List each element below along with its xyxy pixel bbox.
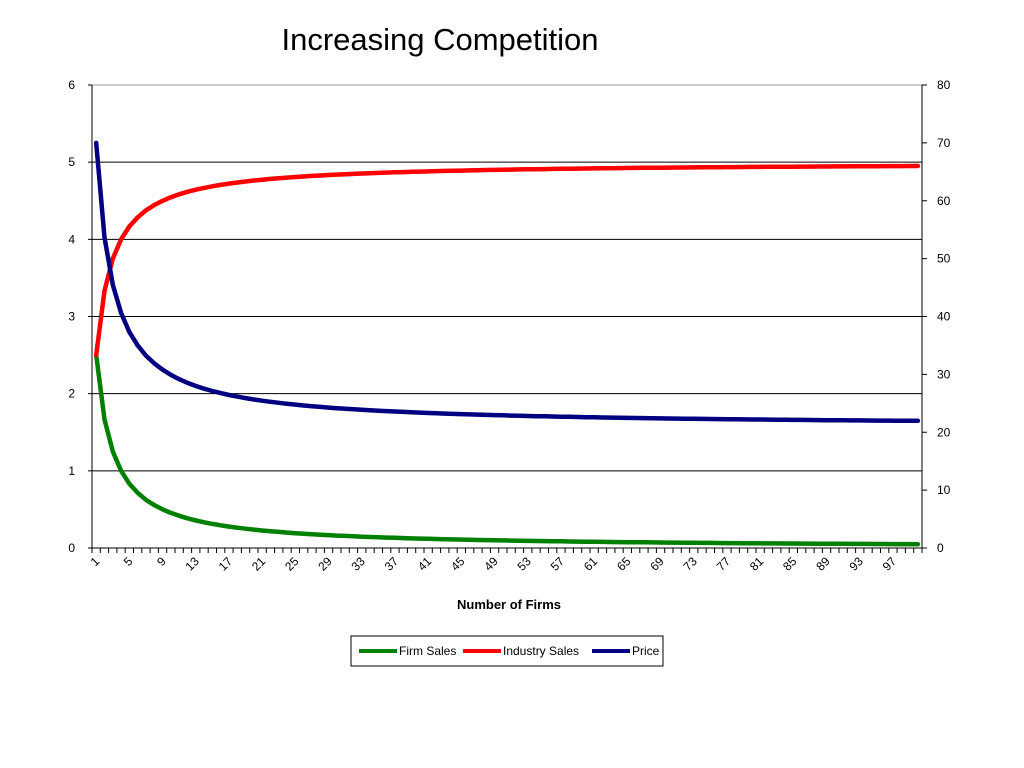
x-tick-label: 17	[216, 554, 236, 574]
x-tick-label: 21	[249, 554, 269, 574]
x-tick-label: 37	[382, 554, 402, 574]
series-lines	[93, 140, 921, 547]
x-tick-label: 5	[121, 554, 136, 569]
x-tick-label: 57	[548, 554, 568, 574]
x-tick-label: 61	[581, 554, 601, 574]
x-tick-label: 45	[448, 554, 468, 574]
y2-tick-label: 70	[937, 136, 951, 150]
x-axis-ticks: 1 5 9 13 17 21 25 29 33 37 41 45 49 53 57 61 65 69 73 77 81 8…	[88, 548, 923, 574]
left-axis-ticks: 0 1 2 3 4 5 6	[68, 78, 92, 555]
x-tick-label: 85	[780, 554, 800, 574]
y2-tick-label: 80	[937, 78, 951, 92]
legend-label: Industry Sales	[503, 644, 579, 658]
x-tick-label: 29	[315, 554, 335, 574]
x-tick-label: 41	[415, 554, 435, 574]
y-tick-label: 3	[68, 310, 75, 324]
y-tick-label: 6	[68, 78, 75, 92]
y2-tick-label: 40	[937, 310, 951, 324]
series-line-price	[93, 140, 921, 424]
y-tick-label: 2	[68, 387, 75, 401]
y-tick-label: 4	[68, 232, 75, 246]
y2-tick-label: 60	[937, 194, 951, 208]
x-tick-label: 73	[681, 554, 701, 574]
x-tick-label: 81	[747, 554, 767, 574]
x-axis-label: Number of Firms	[457, 597, 561, 612]
x-tick-label: 69	[647, 554, 667, 574]
x-tick-label: 9	[154, 554, 169, 569]
x-tick-label: 89	[813, 554, 833, 574]
y-tick-label: 5	[68, 155, 75, 169]
right-axis-ticks: 0 10 20 30 40 50 60 70 80	[922, 78, 951, 555]
x-tick-label: 53	[515, 554, 535, 574]
legend: Firm Sales Industry Sales Price	[350, 635, 664, 667]
chart-title: Increasing Competition	[281, 22, 599, 57]
y2-tick-label: 50	[937, 252, 951, 266]
x-tick-label: 65	[614, 554, 634, 574]
x-tick-label: 13	[183, 554, 203, 574]
y2-tick-label: 20	[937, 425, 951, 439]
y-tick-label: 1	[68, 464, 75, 478]
series-line-industry-sales	[93, 163, 921, 358]
x-tick-label: 77	[714, 554, 734, 574]
y2-tick-label: 10	[937, 483, 951, 497]
x-tick-label: 93	[847, 554, 867, 574]
legend-label: Firm Sales	[399, 644, 456, 658]
x-tick-label: 49	[481, 554, 501, 574]
x-tick-label: 1	[88, 554, 103, 569]
series-line-firm-sales	[93, 352, 921, 547]
legend-label: Price	[632, 644, 660, 658]
y2-tick-label: 30	[937, 367, 951, 381]
x-tick-label: 97	[880, 554, 900, 574]
x-tick-label: 25	[282, 554, 302, 574]
y-tick-label: 0	[68, 541, 75, 555]
gridlines	[92, 84, 922, 472]
y2-tick-label: 0	[937, 541, 944, 555]
x-tick-label: 33	[349, 554, 369, 574]
